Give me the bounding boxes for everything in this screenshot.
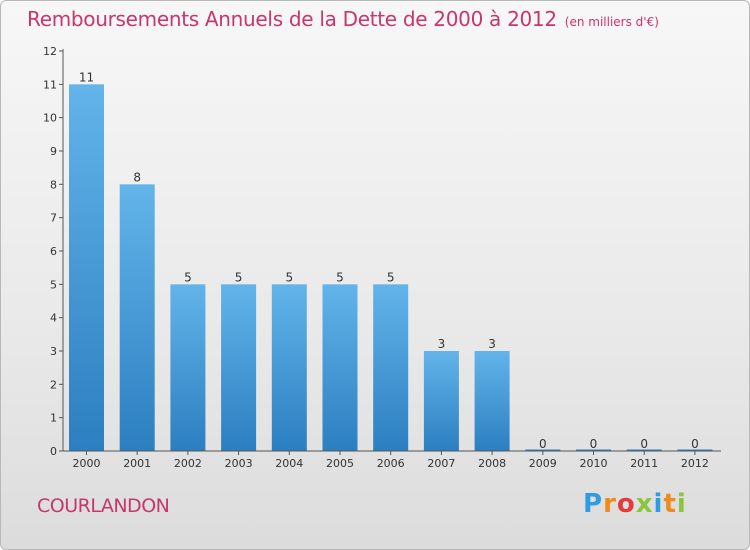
data-label: 5: [235, 270, 243, 284]
bar-2003: [221, 284, 257, 451]
bar-2004: [271, 284, 307, 451]
y-tick-label: 7: [50, 212, 57, 225]
bar-2011: [626, 449, 662, 451]
logo-letter: i: [653, 489, 664, 519]
x-tick-label: 2009: [529, 457, 557, 470]
logo-letter: x: [635, 489, 654, 519]
logo-letter: r: [603, 489, 617, 519]
x-tick-label: 2006: [377, 457, 405, 470]
y-tick-label: 5: [50, 278, 57, 291]
x-tick-label: 2002: [174, 457, 202, 470]
chart-unit: (en milliers d'€): [564, 15, 659, 29]
data-label: 8: [133, 170, 141, 184]
x-tick-label: 2005: [326, 457, 354, 470]
x-axis: 2000 2001 2002 2003 2004 2005 2006 2007 2008 2009…: [63, 450, 721, 470]
data-label: 5: [285, 270, 293, 284]
data-label: 0: [691, 437, 699, 451]
bar-2006: [373, 284, 409, 451]
chart-title: Remboursements Annuels de la Dette de 20…: [27, 7, 727, 31]
y-tick-label: 3: [50, 345, 57, 358]
data-label: 5: [387, 270, 395, 284]
y-tick-label: 9: [50, 145, 57, 158]
data-label: 5: [184, 270, 192, 284]
commune-name: COURLANDON: [37, 495, 170, 517]
bar-2009: [525, 449, 561, 451]
logo-letter: t: [663, 489, 677, 519]
y-tick-label: 10: [43, 112, 57, 125]
x-tick-label: 2010: [580, 457, 608, 470]
bar-2002: [170, 284, 206, 451]
bar-2001: [119, 184, 155, 452]
bar-2007: [423, 351, 459, 451]
y-tick-label: 0: [50, 445, 57, 458]
bars: 11 8 5 5 5 5 5 3 3 0 0 0 0: [69, 70, 713, 452]
bar-2012: [677, 449, 713, 451]
bar-2005: [322, 284, 358, 451]
data-label: 0: [640, 437, 648, 451]
y-tick-label: 2: [50, 378, 57, 391]
chart-title-text: Remboursements Annuels de la Dette de 20…: [27, 7, 557, 31]
bar-2008: [474, 351, 510, 451]
data-label: 11: [79, 70, 94, 84]
x-tick-label: 2012: [681, 457, 709, 470]
x-tick-label: 2000: [73, 457, 101, 470]
data-label: 3: [488, 337, 496, 351]
y-tick-label: 6: [50, 245, 57, 258]
y-tick-label: 12: [43, 45, 57, 58]
x-tick-label: 2007: [427, 457, 455, 470]
x-tick-label: 2004: [275, 457, 303, 470]
data-label: 5: [336, 270, 344, 284]
y-tick-label: 8: [50, 178, 57, 191]
x-tick-label: 2001: [123, 457, 151, 470]
proxiti-logo: Proxiti: [583, 489, 687, 519]
data-label: 3: [438, 337, 446, 351]
data-label: 0: [590, 437, 598, 451]
x-tick-label: 2008: [478, 457, 506, 470]
bar-2010: [576, 449, 611, 451]
y-tick-label: 11: [43, 78, 57, 91]
bar-2000: [69, 84, 104, 451]
y-tick-label: 1: [50, 412, 57, 425]
logo-letter: i: [676, 489, 687, 519]
y-tick-label: 4: [50, 312, 57, 325]
x-tick-label: 2003: [225, 457, 253, 470]
logo-letter: o: [616, 489, 636, 519]
logo-letter: P: [583, 489, 604, 519]
x-tick-label: 2011: [630, 457, 658, 470]
data-label: 0: [539, 437, 547, 451]
